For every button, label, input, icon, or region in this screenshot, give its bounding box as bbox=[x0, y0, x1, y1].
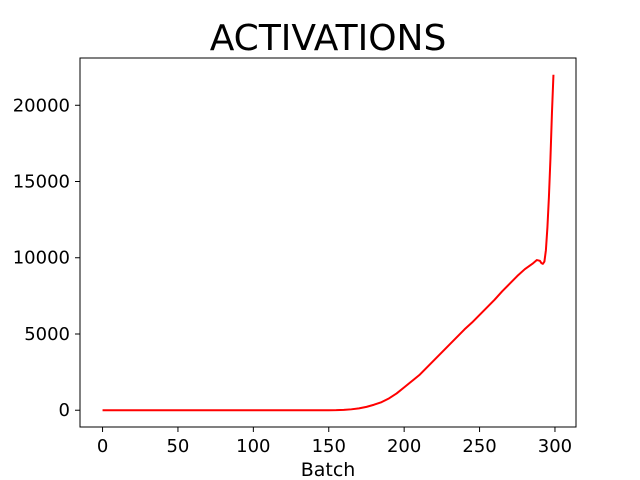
x-tick-label: 150 bbox=[312, 436, 346, 457]
y-tick-label: 15000 bbox=[13, 172, 70, 193]
x-tick-label: 50 bbox=[166, 436, 189, 457]
plot-frame bbox=[79, 57, 577, 428]
x-tick-label: 300 bbox=[538, 436, 572, 457]
series-group bbox=[102, 74, 555, 412]
y-axis-ticks: 0 5000 10000 15000 20000 bbox=[13, 95, 80, 421]
y-tick-label: 5000 bbox=[24, 324, 70, 345]
x-axis-ticks: 0 50 100 150 200 250 300 bbox=[97, 427, 572, 457]
y-tick-label: 20000 bbox=[13, 95, 70, 116]
x-tick-label: 0 bbox=[97, 436, 108, 457]
x-axis-label: Batch bbox=[301, 459, 356, 480]
y-tick-label: 0 bbox=[59, 400, 70, 421]
x-tick-label: 200 bbox=[387, 436, 421, 457]
y-tick-label: 10000 bbox=[13, 248, 70, 269]
x-tick-label: 250 bbox=[462, 436, 496, 457]
chart-title: ACTIVATIONS bbox=[210, 18, 447, 59]
series-line bbox=[102, 74, 555, 412]
x-tick-label: 100 bbox=[236, 436, 270, 457]
